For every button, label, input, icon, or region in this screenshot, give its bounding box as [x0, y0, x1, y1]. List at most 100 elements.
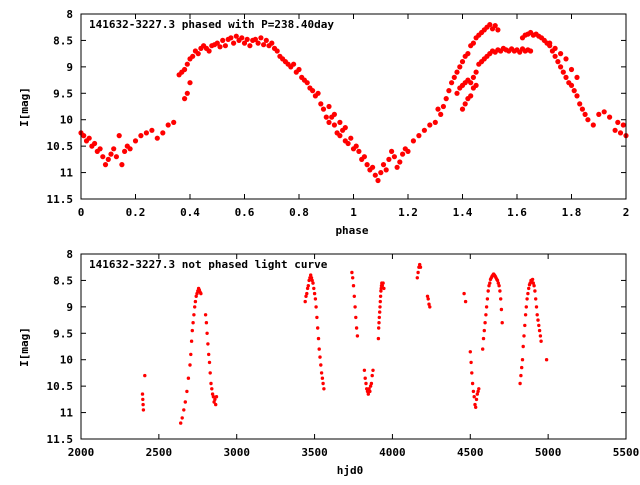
data-point — [351, 284, 356, 288]
data-point — [213, 397, 217, 402]
data-point — [617, 130, 624, 136]
data-point — [319, 363, 323, 367]
data-point — [317, 347, 321, 351]
data-point — [321, 381, 325, 386]
data-point — [500, 321, 504, 325]
data-point — [315, 90, 321, 96]
data-point — [319, 371, 324, 375]
x-tick-label: 1.6 — [507, 206, 527, 219]
data-point — [233, 33, 239, 39]
data-point — [427, 302, 431, 306]
data-point — [365, 387, 369, 391]
data-point — [536, 318, 540, 322]
data-point — [356, 148, 362, 154]
data-point — [474, 405, 478, 409]
y-tick-label: 8.5 — [53, 34, 73, 47]
x-tick-label: 3500 — [301, 446, 328, 459]
data-point — [244, 36, 250, 43]
data-point — [498, 289, 502, 293]
data-point — [189, 352, 193, 357]
data-point — [370, 164, 376, 170]
data-point — [537, 323, 541, 328]
data-point — [207, 352, 211, 357]
data-point — [214, 402, 218, 407]
data-point — [484, 313, 488, 317]
data-point — [303, 299, 307, 304]
data-point — [426, 297, 430, 301]
data-point — [351, 276, 355, 280]
data-point — [204, 321, 209, 325]
data-point — [184, 61, 190, 67]
data-point — [470, 371, 474, 375]
data-point — [323, 114, 329, 120]
data-point — [534, 297, 538, 301]
data-point — [418, 265, 423, 269]
data-point — [214, 395, 219, 399]
x-tick-label: 4000 — [379, 446, 406, 459]
data-point — [471, 389, 476, 394]
data-point — [468, 93, 474, 99]
data-point — [111, 146, 117, 152]
data-point — [206, 342, 210, 346]
data-point — [528, 48, 534, 54]
data-point — [372, 172, 378, 178]
data-point — [378, 299, 382, 304]
data-point — [378, 305, 382, 309]
x-tick-label: 1 — [350, 206, 357, 219]
data-point — [363, 376, 367, 380]
data-point — [160, 130, 166, 136]
data-point — [210, 392, 215, 396]
data-point — [379, 286, 383, 291]
data-point — [189, 339, 194, 343]
data-point — [454, 69, 460, 75]
y-tick-label: 9.5 — [53, 327, 73, 340]
x-axis-ticks: 2000 2500 3000 3500 4000 4500 5000 5500 — [68, 254, 639, 459]
x-axis-ticks: 0 0.2 0.4 0.6 0.8 1 1.2 1.4 1.6 1.8 2 — [78, 14, 629, 219]
data-point — [100, 154, 106, 160]
data-point — [427, 122, 433, 128]
data-point — [519, 373, 523, 378]
y-tick-label: 8 — [66, 248, 73, 261]
data-point — [304, 80, 310, 86]
data-point — [143, 373, 147, 378]
data-point — [596, 111, 602, 117]
data-point — [380, 284, 384, 288]
data-point — [182, 408, 186, 412]
y-tick-label: 10.5 — [47, 380, 74, 393]
data-point — [568, 82, 575, 88]
data-point — [492, 23, 498, 29]
data-point — [438, 111, 444, 117]
x-tick-label: 1.4 — [453, 206, 473, 219]
data-point — [122, 148, 128, 154]
data-point — [481, 347, 485, 351]
y-tick-label: 10 — [60, 354, 73, 367]
y-tick-label: 8 — [66, 8, 73, 21]
data-point — [391, 154, 397, 160]
data-point — [449, 80, 455, 86]
data-point — [312, 291, 317, 296]
data-point — [364, 162, 370, 168]
data-point — [459, 106, 466, 112]
y-axis-label: I[mag] — [18, 327, 31, 367]
data-point — [474, 397, 479, 402]
data-point — [371, 368, 375, 372]
data-point — [472, 395, 476, 399]
data-point — [380, 162, 387, 168]
data-point — [428, 305, 432, 309]
data-point — [457, 64, 463, 70]
data-point — [520, 365, 524, 370]
data-point — [365, 389, 370, 394]
data-point — [182, 96, 188, 102]
data-point — [533, 289, 537, 293]
data-point — [470, 381, 475, 386]
y-tick-label: 8.5 — [53, 274, 73, 287]
data-point — [535, 313, 539, 317]
x-tick-label: 2000 — [68, 446, 95, 459]
data-point — [214, 40, 220, 46]
unphased-data-points — [140, 262, 549, 425]
x-tick-label: 0.4 — [180, 206, 200, 219]
data-point — [353, 143, 359, 149]
data-point — [171, 119, 177, 125]
data-point — [475, 392, 479, 396]
